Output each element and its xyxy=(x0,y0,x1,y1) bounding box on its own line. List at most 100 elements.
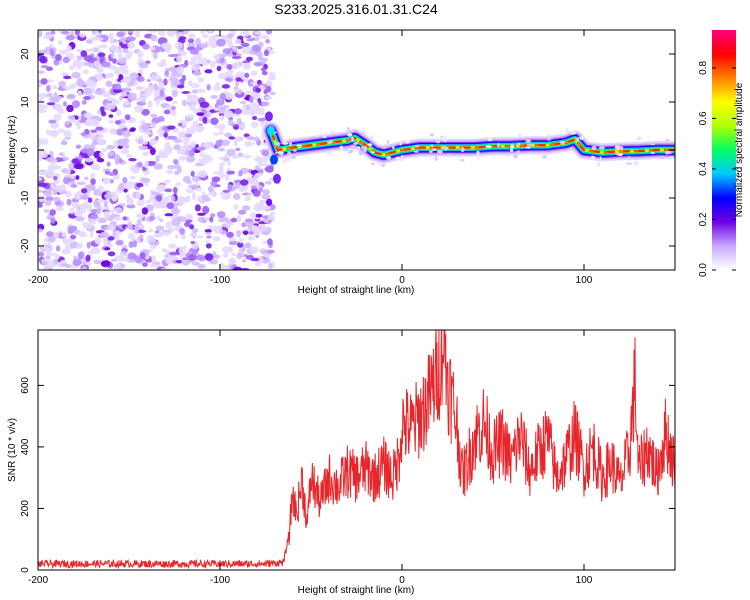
noise-blob xyxy=(238,238,244,244)
noise-blob xyxy=(101,61,111,68)
noise-blob xyxy=(130,185,135,189)
noise-blob xyxy=(108,114,114,118)
noise-blob xyxy=(138,145,148,151)
noise-blob xyxy=(232,186,237,191)
noise-blob xyxy=(136,229,147,233)
noise-blob xyxy=(124,75,132,83)
noise-blob xyxy=(90,129,97,133)
noise-blob xyxy=(208,35,218,44)
ridge-speckle xyxy=(391,145,395,150)
noise-blob xyxy=(123,100,130,106)
noise-blob xyxy=(97,117,102,122)
noise-blob xyxy=(251,104,260,112)
noise-blob xyxy=(96,199,107,203)
noise-blob xyxy=(107,151,115,157)
noise-blob xyxy=(245,136,255,140)
noise-blob xyxy=(55,53,62,62)
noise-blob xyxy=(142,262,148,267)
noise-blob xyxy=(118,124,126,129)
noise-blob xyxy=(149,161,157,165)
noise-blob xyxy=(63,75,72,80)
noise-blob xyxy=(62,56,70,64)
ridge-speckle xyxy=(659,155,664,160)
noise-blob xyxy=(242,110,251,116)
noise-blob xyxy=(199,43,209,49)
noise-blob xyxy=(38,109,48,114)
noise-blob xyxy=(107,65,117,70)
noise-blob xyxy=(75,216,85,222)
ridge-speckle xyxy=(599,146,605,150)
noise-blob xyxy=(254,213,263,218)
noise-blob xyxy=(57,128,66,133)
noise-blob xyxy=(38,195,47,203)
noise-blob xyxy=(214,107,219,112)
noise-blob xyxy=(182,144,190,150)
noise-blob xyxy=(70,234,76,240)
noise-blob xyxy=(253,136,260,142)
noise-blob xyxy=(47,236,56,243)
noise-blob xyxy=(157,30,164,36)
noise-blob xyxy=(191,94,197,99)
noise-blob xyxy=(120,148,130,155)
noise-blob xyxy=(113,216,121,221)
ridge-speckle xyxy=(460,147,465,153)
noise-blob xyxy=(82,112,93,119)
noise-blob xyxy=(115,120,122,125)
noise-blob xyxy=(146,79,151,82)
noise-blob xyxy=(75,79,85,87)
noise-blob xyxy=(82,192,89,201)
noise-blob xyxy=(148,228,154,233)
ridge-speckle xyxy=(432,148,437,151)
noise-blob xyxy=(90,246,101,255)
noise-blob xyxy=(266,198,273,206)
noise-blob xyxy=(41,261,48,265)
noise-blob xyxy=(210,213,216,218)
noise-blob xyxy=(234,38,242,44)
noise-blob xyxy=(226,148,236,156)
noise-blob xyxy=(197,76,204,83)
noise-blob xyxy=(236,214,242,223)
noise-blob xyxy=(82,69,89,75)
noise-blob xyxy=(159,218,164,222)
spectrogram-y-tick-label: -10 xyxy=(20,190,31,205)
noise-blob xyxy=(163,132,168,138)
noise-blob xyxy=(54,103,63,112)
noise-blob xyxy=(164,70,169,77)
noise-blob xyxy=(39,97,44,103)
noise-blob xyxy=(110,53,115,58)
noise-blob xyxy=(102,177,111,184)
noise-blob xyxy=(161,42,171,49)
noise-blob xyxy=(265,165,274,173)
ridge-speckle xyxy=(364,145,367,151)
noise-blob xyxy=(255,156,261,162)
noise-blob xyxy=(87,197,93,203)
noise-blob xyxy=(126,154,133,159)
noise-blob xyxy=(228,136,236,140)
noise-blob xyxy=(252,91,261,99)
noise-blob xyxy=(213,225,218,233)
noise-blob xyxy=(195,125,205,133)
noise-blob xyxy=(233,204,239,211)
noise-blob xyxy=(150,34,158,42)
ridge-speckle xyxy=(496,143,501,148)
noise-blob xyxy=(242,258,247,263)
ridge-speckle xyxy=(274,151,280,154)
ridge-speckle xyxy=(487,137,493,142)
noise-blob xyxy=(267,214,275,221)
noise-blob xyxy=(78,230,86,238)
spectrogram-y-tick-label: -20 xyxy=(20,238,31,253)
noise-blob xyxy=(122,130,131,138)
ridge-speckle xyxy=(505,154,510,157)
ridge-speckle xyxy=(576,136,580,142)
noise-blob xyxy=(169,256,179,261)
noise-blob xyxy=(211,176,221,183)
noise-blob xyxy=(220,265,226,270)
noise-blob xyxy=(107,33,114,39)
noise-blob xyxy=(213,132,219,136)
noise-blob xyxy=(241,47,246,54)
noise-blob xyxy=(269,211,275,216)
noise-blob xyxy=(257,117,266,122)
noise-blob xyxy=(216,106,227,114)
noise-blob xyxy=(173,204,178,212)
